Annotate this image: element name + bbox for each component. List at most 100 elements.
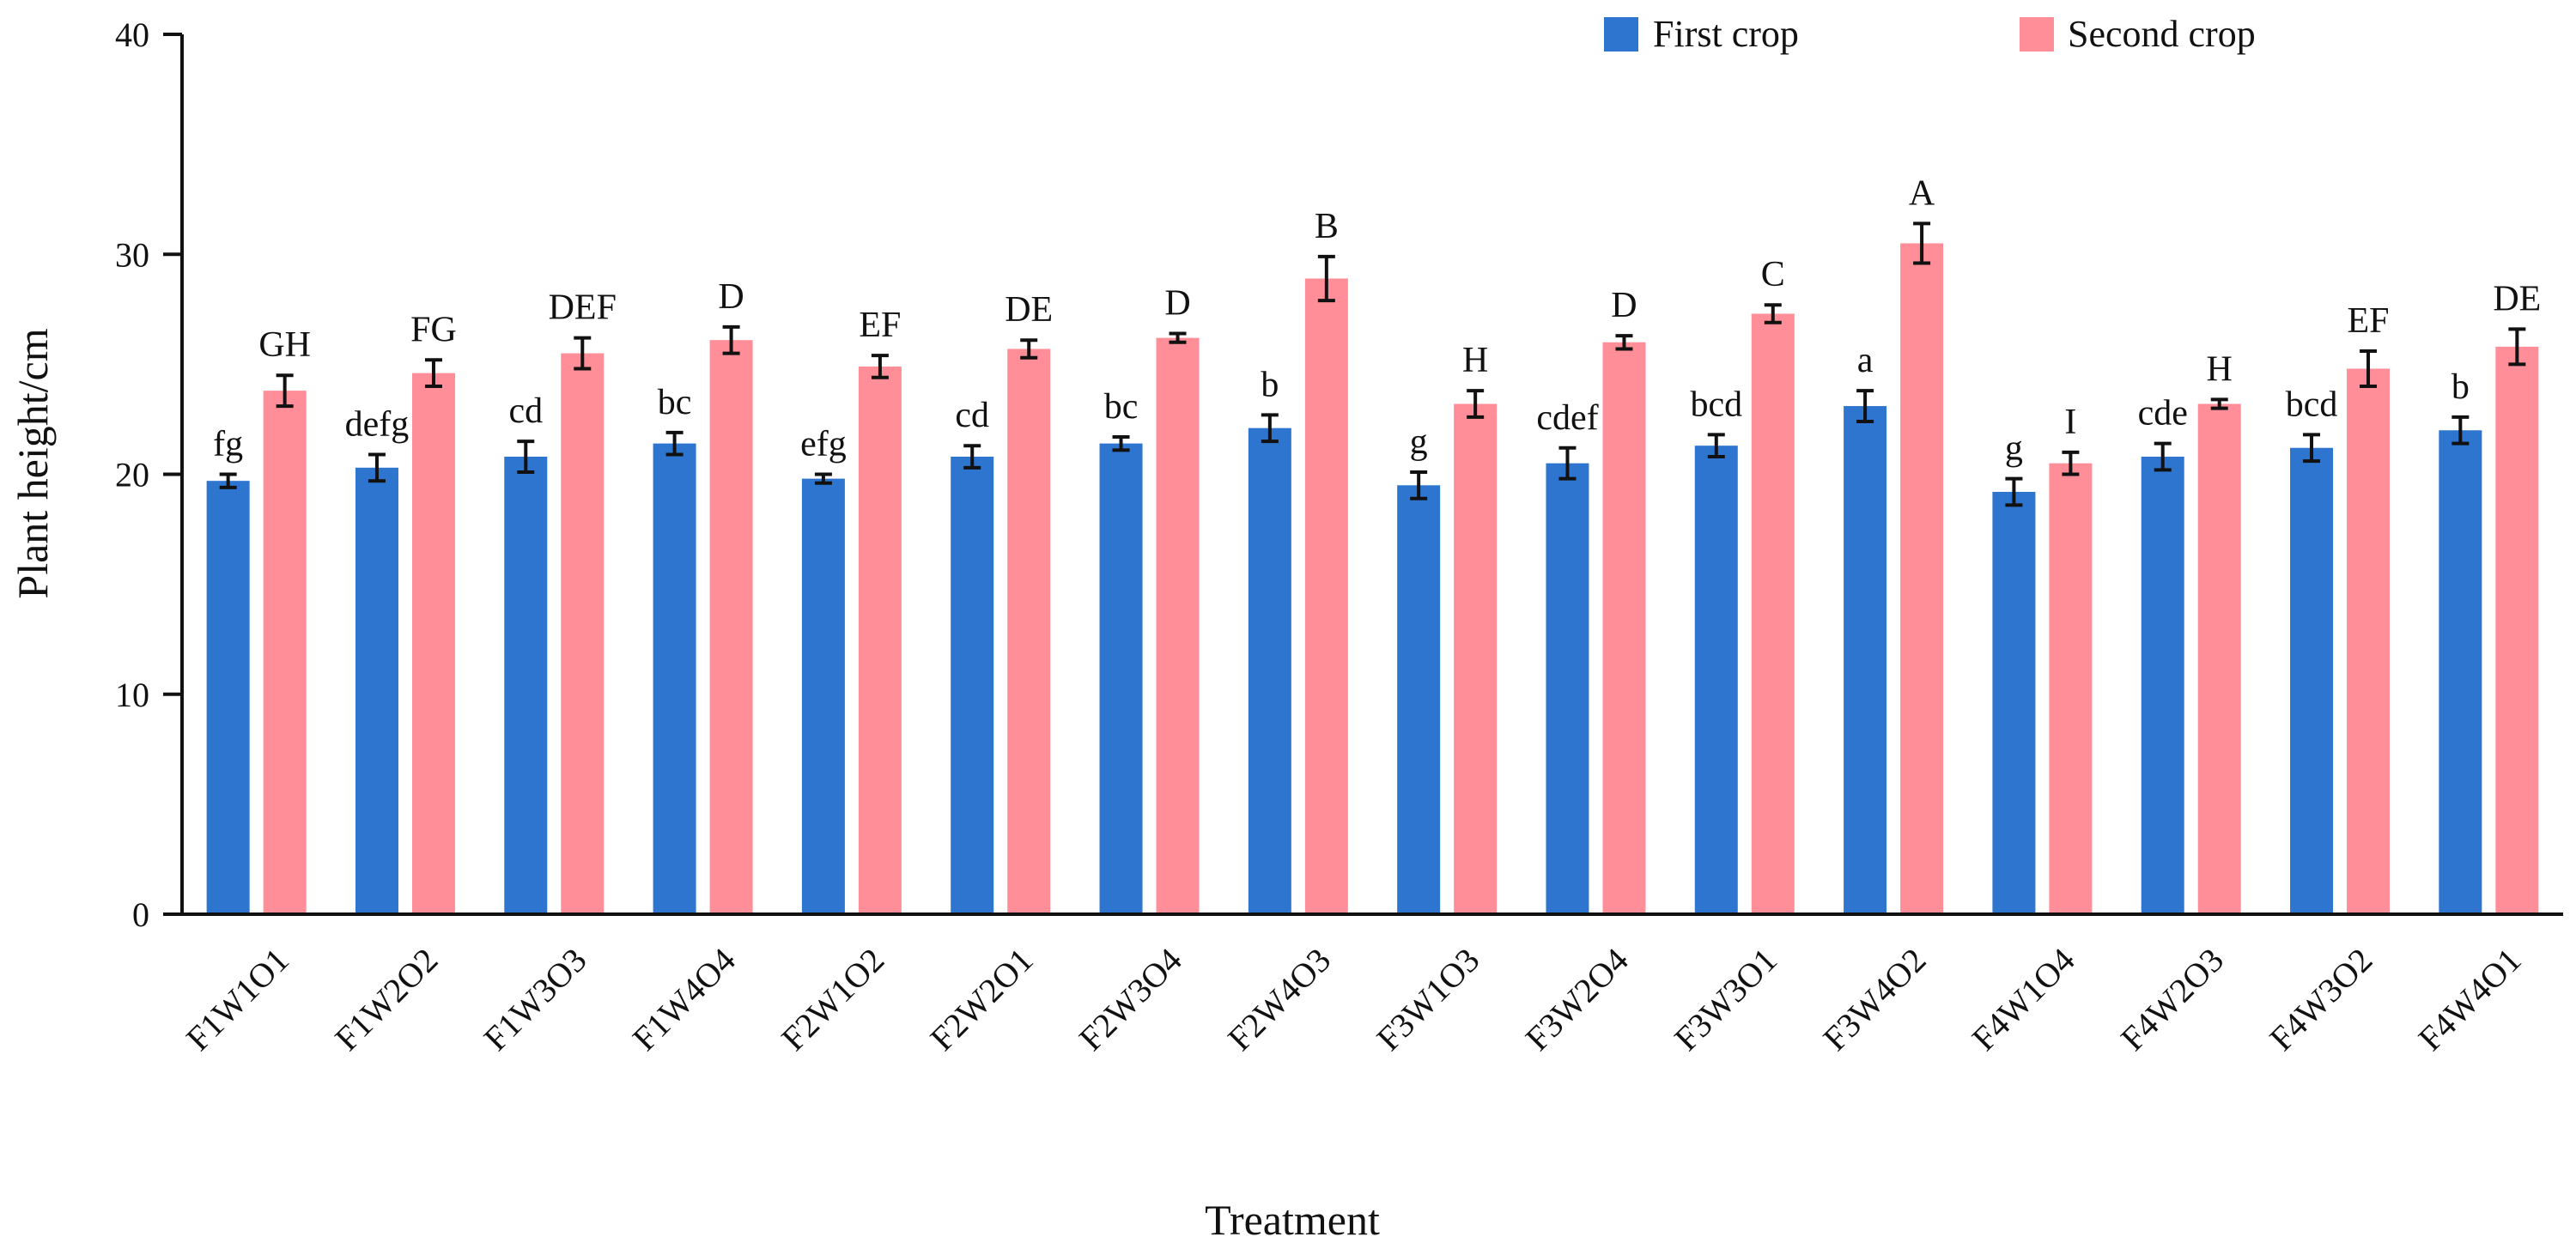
bar-first-crop (653, 443, 696, 914)
error-bar-second-crop (1317, 254, 1335, 303)
significance-label-second-crop: A (1909, 173, 1935, 213)
error-bar-second-crop (1764, 303, 1782, 324)
significance-label-first-crop: bc (658, 383, 692, 422)
significance-label-second-crop: B (1315, 207, 1339, 246)
bar-first-crop (504, 457, 548, 914)
bar-second-crop (2049, 463, 2093, 914)
bar-second-crop (561, 353, 605, 914)
bar-second-crop (263, 391, 307, 914)
significance-label-second-crop: EF (859, 306, 901, 345)
error-bars-layer (219, 221, 2526, 507)
error-bar-second-crop (871, 354, 889, 379)
bar-first-crop (951, 457, 994, 914)
x-axis-title: Treatment (1205, 1196, 1380, 1244)
bar-first-crop (1546, 463, 1589, 914)
error-bar-first-crop (2303, 433, 2321, 464)
x-category-label: F4W1O4 (1965, 941, 2082, 1058)
significance-label-second-crop: C (1761, 255, 1785, 294)
error-bar-first-crop (1707, 433, 1725, 458)
bar-second-crop (411, 373, 455, 914)
bar-second-crop (1304, 278, 1348, 914)
significance-label-second-crop: H (1462, 341, 1488, 380)
significance-label-second-crop: FG (410, 310, 457, 349)
x-category-label: F2W4O3 (1220, 941, 1338, 1058)
error-bar-first-crop (1112, 434, 1130, 452)
x-category-label: F4W4O1 (2411, 941, 2529, 1058)
significance-label-second-crop: EF (2348, 301, 2390, 341)
error-bar-first-crop (2451, 415, 2470, 446)
y-ticks-layer: 0 10 20 30 40 (115, 15, 182, 934)
y-tick-label: 20 (115, 456, 149, 494)
error-bar-second-crop (2360, 349, 2378, 388)
error-bar-first-crop (1856, 389, 1874, 423)
x-category-label: F4W3O2 (2262, 941, 2379, 1058)
bar-second-crop (709, 340, 753, 914)
x-category-label: F1W2O2 (327, 941, 445, 1058)
y-axis-title: Plant height/cm (9, 328, 57, 598)
significance-label-second-crop: D (718, 277, 744, 317)
significance-label-first-crop: bcd (1690, 385, 1742, 424)
significance-label-first-crop: b (1261, 365, 1279, 404)
bar-first-crop (355, 467, 398, 914)
bar-first-crop (801, 478, 845, 914)
error-bar-second-crop (722, 324, 740, 355)
error-bar-second-crop (2210, 397, 2228, 410)
x-category-label: F2W3O4 (1072, 941, 1189, 1058)
bar-second-crop (1751, 313, 1795, 914)
significance-label-first-crop: b (2451, 367, 2470, 407)
x-category-label: F3W1O3 (1369, 941, 1486, 1058)
x-category-label: F1W3O3 (477, 941, 594, 1058)
significance-label-second-crop: GH (258, 325, 311, 365)
error-bar-second-crop (1020, 338, 1038, 360)
x-category-label: F1W4O4 (625, 941, 743, 1058)
legend-label-first-crop: First crop (1653, 13, 1799, 55)
significance-label-second-crop: DE (2493, 279, 2541, 318)
bar-first-crop (1694, 446, 1738, 914)
error-bar-second-crop (1467, 389, 1485, 419)
y-tick-label: 30 (115, 235, 149, 274)
error-bar-first-crop (517, 440, 535, 474)
significance-label-first-crop: cd (955, 396, 989, 435)
significance-label-second-crop: D (1164, 284, 1190, 324)
significance-label-first-crop: cd (508, 391, 543, 431)
bar-second-crop (858, 366, 902, 914)
error-bar-second-crop (2508, 327, 2526, 367)
x-category-label: F1W1O1 (179, 941, 296, 1058)
bar-first-crop (2439, 430, 2482, 914)
bar-second-crop (1007, 349, 1051, 914)
bar-second-crop (2197, 403, 2241, 914)
error-bar-second-crop (1615, 334, 1633, 351)
bar-second-crop (2495, 346, 2539, 914)
error-bar-first-crop (368, 452, 386, 483)
x-category-label: F4W2O3 (2113, 941, 2231, 1058)
legend-swatch-second-crop (2020, 17, 2054, 52)
legend-swatch-first-crop (1604, 17, 1638, 52)
bar-first-crop (1992, 492, 2036, 914)
significance-label-first-crop: bcd (2286, 385, 2338, 424)
x-category-label: F2W1O2 (774, 941, 891, 1058)
bar-first-crop (1248, 427, 1291, 914)
significance-label-first-crop: cdef (1536, 398, 1598, 438)
x-category-labels-layer: F1W1O1 F1W2O2 F1W3O3 F1W4O4 F2W1O2 F2W2O1 F2W3… (179, 941, 2529, 1058)
bar-first-crop (1099, 443, 1143, 914)
error-bar-first-crop (814, 472, 832, 485)
significance-label-first-crop: a (1857, 341, 1874, 380)
bar-second-crop (1454, 403, 1498, 914)
significance-label-first-crop: defg (345, 404, 410, 444)
significance-label-first-crop: bc (1104, 387, 1139, 427)
bar-first-crop (2290, 447, 2334, 914)
legend: First crop Second crop (1604, 13, 2256, 55)
error-bar-first-crop (963, 444, 981, 470)
bar-first-crop (206, 481, 250, 914)
bar-first-crop (2141, 457, 2184, 914)
y-tick-label: 40 (115, 15, 149, 54)
significance-label-first-crop: fg (213, 425, 243, 464)
significance-label-second-crop: DE (1005, 290, 1053, 330)
bars-layer (206, 243, 2539, 914)
error-bar-second-crop (276, 373, 294, 409)
x-category-label: F3W2O4 (1518, 941, 1636, 1058)
error-bar-first-crop (1261, 413, 1279, 444)
